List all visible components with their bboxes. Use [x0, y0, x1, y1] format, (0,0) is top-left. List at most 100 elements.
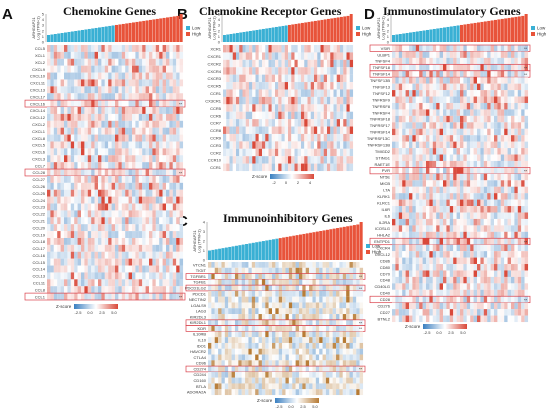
- heatmap-cell: [172, 100, 177, 108]
- heatmap-cell: [446, 141, 450, 149]
- heatmap-cell: [497, 83, 501, 91]
- heatmap-cell: [460, 45, 464, 52]
- heatmap-cell: [115, 51, 119, 59]
- bar-y-tick-label: 4: [218, 17, 221, 22]
- heatmap-cell: [242, 119, 246, 127]
- bar-y-tick-label: 2: [387, 28, 390, 33]
- heatmap-cell: [415, 244, 420, 252]
- heatmap-cell: [47, 224, 51, 232]
- heatmap-cell: [87, 148, 92, 156]
- heatmap-cell: [179, 272, 184, 280]
- heatmap-cell: [477, 148, 481, 155]
- heatmap-cell: [221, 296, 225, 303]
- heatmap-cell: [312, 337, 316, 344]
- heatmap-cell: [211, 319, 215, 326]
- heatmap-cell: [409, 231, 413, 239]
- heatmap-cell: [298, 342, 303, 349]
- heatmap-cell: [304, 163, 308, 172]
- heatmap-cell: [242, 163, 246, 172]
- heatmap-cell: [446, 218, 450, 226]
- heatmap-cell: [402, 231, 406, 239]
- heatmap-cell: [47, 244, 51, 252]
- heatmap-cell: [429, 238, 433, 245]
- heatmap-cell: [342, 348, 347, 355]
- heatmap-cell: [392, 154, 396, 162]
- heatmap-cell: [81, 210, 85, 218]
- expression-bar: [305, 233, 309, 260]
- heatmap-cell: [118, 93, 122, 101]
- heatmap-cell: [507, 135, 512, 142]
- heatmap-cell: [224, 314, 229, 320]
- heatmap-cell: [278, 273, 283, 280]
- heatmap-cell: [152, 251, 156, 259]
- heatmap-cell: [339, 267, 343, 274]
- heatmap-cell: [228, 383, 232, 390]
- heatmap-cell: [517, 206, 522, 213]
- heatmap-cell: [346, 59, 350, 68]
- heatmap-cell: [305, 337, 310, 344]
- heatmap-cell: [494, 264, 498, 271]
- heatmap-cell: [118, 279, 122, 287]
- heatmap-cell: [138, 244, 143, 252]
- heatmap-cell: [241, 273, 246, 280]
- heatmap-cell: [301, 126, 305, 134]
- heatmap-cell: [162, 107, 167, 114]
- heatmap-cell: [285, 348, 289, 355]
- heatmap-cell: [419, 193, 423, 200]
- heatmap-cell: [142, 217, 146, 225]
- heatmap-cell: [245, 156, 250, 164]
- heatmap-cell: [67, 134, 71, 142]
- heatmap-cell: [314, 104, 318, 112]
- heatmap-cell: [91, 45, 95, 52]
- heatmap-cell: [155, 182, 160, 190]
- heatmap-cell: [138, 286, 143, 294]
- heatmap-cell: [98, 237, 102, 245]
- heatmap-cell: [497, 135, 501, 142]
- heatmap-cell: [281, 89, 285, 97]
- heatmap-cell: [176, 265, 180, 273]
- heatmap-cell: [282, 273, 286, 280]
- heatmap-cell: [288, 262, 293, 268]
- heatmap-cell: [342, 308, 347, 315]
- heatmap-cell: [497, 251, 501, 258]
- heatmap-cell: [50, 237, 54, 245]
- heatmap-cell: [57, 265, 61, 273]
- heatmap-cell: [166, 182, 170, 190]
- heatmap-cell: [463, 141, 467, 149]
- heatmap-cell: [245, 104, 250, 112]
- heatmap-cell: [115, 93, 119, 101]
- heatmap-cell: [176, 196, 180, 204]
- heatmap-cell: [359, 383, 364, 390]
- heatmap-cell: [284, 156, 289, 164]
- heatmap-cell: [241, 302, 246, 309]
- heatmap-cell: [480, 70, 484, 78]
- heatmap-cell: [456, 264, 461, 271]
- heatmap-cell: [74, 272, 78, 280]
- heatmap-cell: [53, 51, 58, 59]
- heatmap-cell: [241, 314, 246, 320]
- heatmap-cell: [172, 169, 177, 176]
- heatmap-cell: [121, 51, 126, 59]
- heatmap-cell: [258, 279, 262, 286]
- heatmap-cell: [398, 135, 403, 142]
- heatmap-cell: [108, 293, 112, 301]
- heatmap-cell: [419, 218, 423, 226]
- heatmap-cell: [236, 156, 240, 164]
- heatmap-cell: [477, 64, 481, 71]
- heatmap-cell: [352, 308, 357, 315]
- expression-bar: [239, 32, 243, 42]
- heatmap-cell: [172, 58, 177, 66]
- heatmap-cell: [214, 308, 219, 315]
- heatmap-cell: [409, 225, 413, 232]
- heatmap-cell: [504, 45, 508, 52]
- heatmap-cell: [142, 148, 146, 156]
- heatmap-cell: [349, 389, 353, 396]
- heatmap-cell: [118, 182, 122, 190]
- heatmap-cell: [218, 267, 222, 274]
- heatmap-cell: [314, 148, 318, 157]
- heatmap-cell: [490, 186, 495, 194]
- heatmap-cell: [271, 96, 276, 105]
- heatmap-cell: [159, 175, 163, 183]
- heatmap-cell: [142, 169, 146, 176]
- heatmap-cell: [214, 285, 219, 291]
